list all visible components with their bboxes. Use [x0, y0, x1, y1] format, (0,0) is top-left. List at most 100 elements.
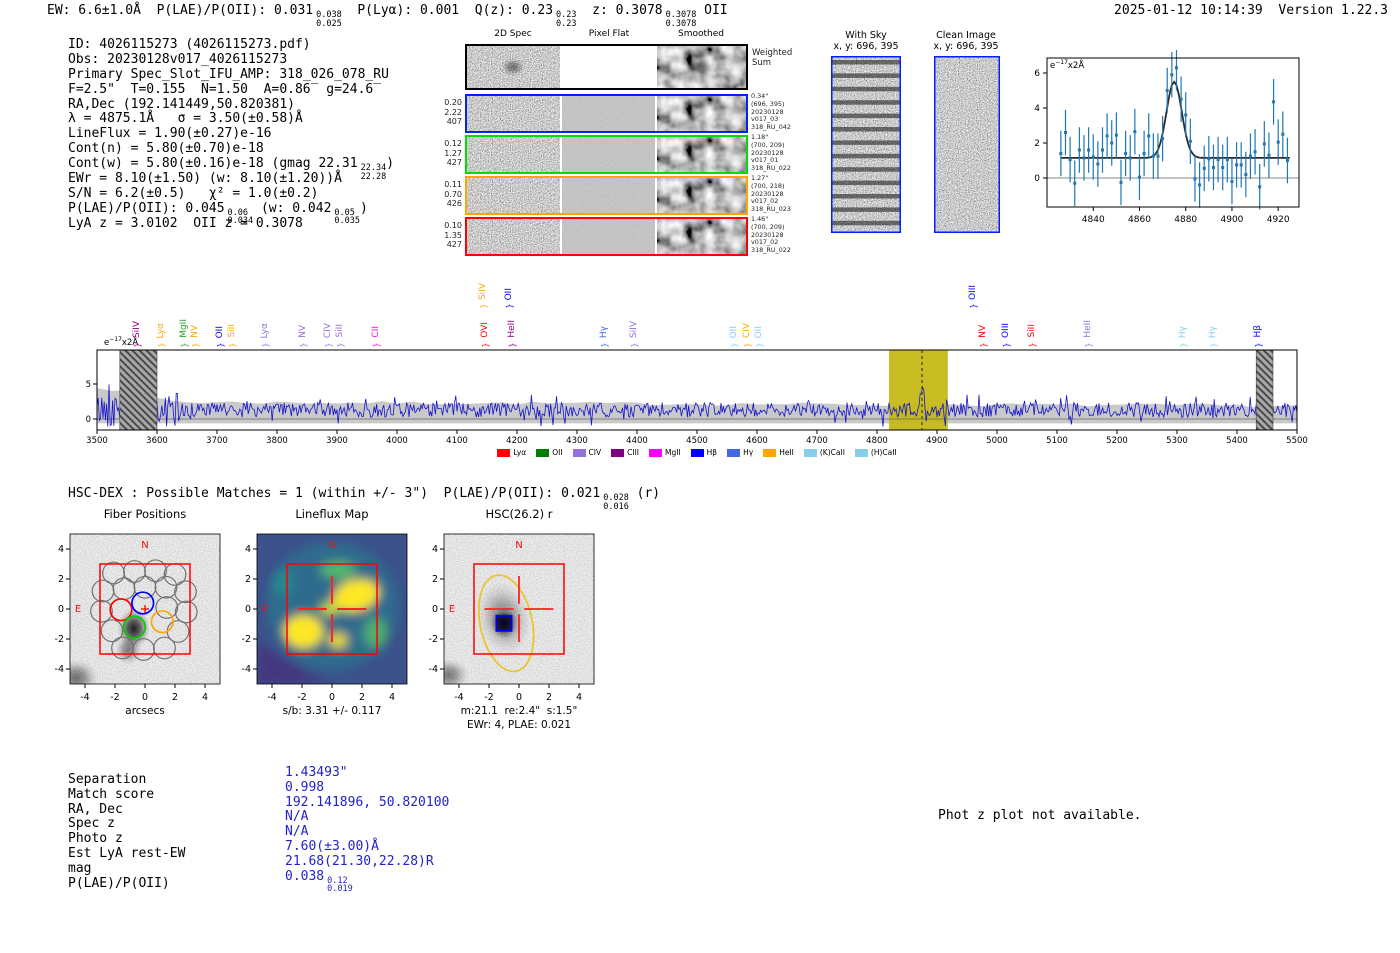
info-line: λ = 4875.1Å σ = 3.50(±0.58)Å [68, 111, 394, 126]
x-tick-label: 3500 [86, 436, 108, 446]
legend-item: (H)CaII [854, 448, 897, 457]
annotation-line: (700, 209) [751, 222, 785, 231]
x-tick-label: -2 [484, 692, 493, 703]
emission-label-oii: OII [504, 287, 515, 300]
emission-brace: { [479, 303, 489, 309]
info-line: Cont(w) = 5.80(±0.16)e-18 (gmag 22.31 22.… [68, 156, 394, 181]
emission-brace: { [755, 342, 765, 348]
data-point [1244, 173, 1248, 176]
clean-image-coords: x, y: 696, 395 [933, 41, 999, 52]
annotation-line: v017_02 [751, 238, 779, 247]
data-point [1262, 142, 1266, 146]
x-tick-label: -4 [267, 692, 276, 703]
lineflux-map-title: Lineflux Map [295, 507, 369, 521]
annotation-line: 0.34" [751, 92, 769, 100]
info-text: (w: 0.042 [253, 200, 332, 216]
fiber-circle [153, 636, 176, 660]
pixel-flat-image [562, 219, 655, 254]
data-point [1128, 156, 1132, 160]
fiber-circle [100, 619, 124, 643]
emission-label-lyα: Lyα [260, 322, 270, 338]
data-point [1281, 132, 1285, 136]
legend-item: CIV [572, 448, 602, 457]
spec2d-row-images [467, 219, 746, 254]
x-tick-label: 5000 [986, 436, 1008, 446]
x-tick-label: 0 [142, 692, 148, 703]
sky-line [832, 140, 900, 145]
info-line: Primary Spec_Slot_IFU_AMP: 318_026_078_R… [68, 67, 394, 82]
emission-brace: { [1254, 342, 1264, 348]
legend-item: HeII [763, 448, 794, 457]
x-tick-label: 3800 [266, 436, 288, 446]
data-point [1276, 140, 1280, 144]
emission-brace: { [372, 342, 382, 348]
emission-brace: { [1179, 342, 1189, 348]
data-point [1063, 131, 1067, 134]
info-text: ID: 4026115273 (4026115273.pdf) [68, 37, 311, 52]
pixel-flat-image [562, 46, 655, 88]
data-point [1077, 148, 1081, 152]
match-row-value: N/A [285, 809, 308, 824]
extraction-box [286, 563, 378, 655]
x-tick-label: 3700 [206, 436, 228, 446]
annotation-line: 1.27" [751, 174, 769, 182]
north-label: N [328, 540, 335, 551]
data-point [1207, 157, 1211, 161]
y-tick-label: 2 [432, 574, 438, 585]
fiber-positions-title: Fiber Positions [103, 507, 187, 521]
info-line: ID: 4026115273 (4026115273.pdf) [68, 37, 394, 52]
emission-label-oiii: OIII [1001, 322, 1011, 338]
data-point [1198, 183, 1202, 187]
emission-label-nv: NV [189, 325, 200, 338]
match-row-value: 1.43493" [285, 765, 348, 780]
x-tick-label: 4400 [626, 436, 648, 446]
match-row-value: 192.141896, 50.820100 [285, 795, 449, 810]
legend-label: OII [552, 448, 563, 457]
corner-source [444, 659, 469, 684]
stat-line: 1.27 [444, 148, 462, 158]
legend-label: CIV [588, 448, 602, 457]
detection-info-block: ID: 4026115273 (4026115273.pdf) Obs: 2023… [68, 37, 394, 231]
flux-patch [272, 568, 293, 596]
info-text: P(LAE)/P(OII): 0.045 [68, 200, 225, 216]
match-value-text: 7.60(±3.00)Å [285, 839, 379, 854]
data-point [1258, 185, 1262, 189]
emission-brace: { [299, 342, 309, 348]
match-value-text: N/A [285, 824, 309, 840]
annotation-line: 20230128 [751, 189, 784, 198]
east-label: E [449, 604, 455, 615]
clean-noise [934, 56, 1000, 233]
legend-label: Lyα [513, 448, 527, 457]
pixel-flat-image [562, 178, 655, 213]
emission-brace: { [743, 342, 753, 348]
y-tick-label: 4 [432, 544, 438, 555]
info-line: Obs: 20230128v017_4026115273 [68, 52, 394, 67]
data-point [1082, 156, 1086, 160]
data-point [1110, 141, 1114, 145]
legend-item: MgII [649, 448, 681, 457]
summary-text: EW: 6.6±1.0Å P(LAE)/P(OII): 0.031 [47, 3, 314, 18]
data-point [1174, 66, 1178, 70]
east-label: E [75, 604, 81, 615]
emission-label-civ: CIV [323, 322, 333, 338]
emission-brace: { [1084, 342, 1094, 348]
emission-brace: { [969, 303, 979, 309]
y-tick-label: 2 [58, 574, 64, 585]
info-stack: 0.06 0.034 [228, 209, 254, 226]
emission-label-heii: HeII [506, 320, 517, 338]
data-point [1059, 152, 1063, 155]
x-tick-label: 4880 [1174, 215, 1197, 225]
x-tick-label: 4000 [386, 436, 408, 446]
spec2d-row-images [467, 178, 746, 213]
y-tick-label: 5 [86, 380, 91, 390]
data-point [1216, 158, 1220, 162]
detected-line-band [889, 350, 948, 430]
info-text: ) [360, 200, 368, 216]
emission-brace: { [600, 342, 610, 348]
spec2d-row [465, 94, 748, 133]
y-tick-label: 0 [58, 604, 64, 615]
annotation-line: 20230128 [751, 148, 784, 157]
annotation-line: 1.18" [751, 133, 769, 141]
fiber-circle [174, 600, 198, 624]
smoothed-image [657, 219, 746, 254]
